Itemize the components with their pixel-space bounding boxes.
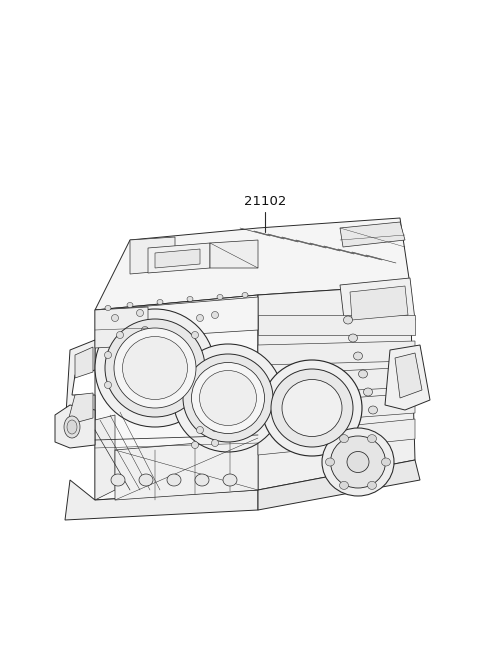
Ellipse shape — [282, 380, 342, 436]
Ellipse shape — [139, 474, 153, 486]
Ellipse shape — [183, 354, 273, 442]
Polygon shape — [155, 249, 200, 268]
Polygon shape — [55, 405, 95, 448]
Ellipse shape — [212, 440, 218, 447]
Polygon shape — [100, 297, 258, 340]
Ellipse shape — [111, 314, 119, 321]
Ellipse shape — [105, 382, 111, 388]
Ellipse shape — [105, 352, 111, 358]
Ellipse shape — [167, 474, 181, 486]
Ellipse shape — [173, 344, 283, 452]
Ellipse shape — [127, 302, 133, 308]
Polygon shape — [395, 353, 422, 398]
Ellipse shape — [105, 306, 111, 310]
Ellipse shape — [157, 300, 163, 304]
Ellipse shape — [359, 370, 368, 378]
Polygon shape — [95, 307, 148, 348]
Ellipse shape — [196, 426, 204, 434]
Ellipse shape — [242, 293, 248, 298]
Ellipse shape — [339, 435, 348, 443]
Polygon shape — [95, 295, 258, 500]
Polygon shape — [350, 286, 408, 320]
Polygon shape — [258, 341, 415, 365]
Polygon shape — [130, 237, 175, 274]
Ellipse shape — [368, 482, 376, 489]
Ellipse shape — [212, 312, 218, 319]
Ellipse shape — [95, 309, 215, 427]
Ellipse shape — [347, 451, 369, 472]
Ellipse shape — [187, 297, 193, 302]
Text: 21102: 21102 — [244, 195, 286, 208]
Ellipse shape — [363, 388, 372, 396]
Ellipse shape — [382, 458, 391, 466]
Ellipse shape — [67, 420, 77, 434]
Ellipse shape — [192, 331, 199, 338]
Polygon shape — [258, 315, 415, 335]
Ellipse shape — [322, 428, 394, 496]
Ellipse shape — [192, 441, 199, 449]
Ellipse shape — [64, 416, 80, 438]
Polygon shape — [210, 240, 258, 268]
Ellipse shape — [271, 369, 353, 447]
Ellipse shape — [122, 337, 188, 400]
Ellipse shape — [111, 474, 125, 486]
Ellipse shape — [196, 314, 204, 321]
Ellipse shape — [325, 458, 335, 466]
Polygon shape — [115, 438, 258, 500]
Ellipse shape — [339, 482, 348, 489]
Polygon shape — [148, 243, 210, 273]
Polygon shape — [67, 393, 93, 425]
Ellipse shape — [353, 352, 362, 360]
Ellipse shape — [369, 406, 377, 414]
Ellipse shape — [368, 435, 376, 443]
Ellipse shape — [136, 310, 144, 316]
Polygon shape — [258, 419, 415, 455]
Ellipse shape — [331, 436, 385, 488]
Ellipse shape — [344, 316, 352, 324]
Polygon shape — [385, 345, 430, 410]
Ellipse shape — [200, 371, 256, 426]
Ellipse shape — [348, 334, 358, 342]
Polygon shape — [95, 218, 410, 310]
Polygon shape — [95, 415, 115, 500]
Ellipse shape — [262, 360, 362, 456]
Ellipse shape — [223, 474, 237, 486]
Ellipse shape — [142, 327, 148, 333]
Polygon shape — [258, 460, 420, 510]
Polygon shape — [75, 347, 93, 378]
Polygon shape — [340, 222, 405, 247]
Polygon shape — [65, 480, 258, 520]
Polygon shape — [258, 393, 415, 425]
Polygon shape — [258, 285, 415, 490]
Ellipse shape — [105, 319, 205, 417]
Ellipse shape — [195, 474, 209, 486]
Ellipse shape — [192, 363, 264, 434]
Polygon shape — [340, 278, 415, 328]
Polygon shape — [258, 367, 415, 395]
Ellipse shape — [217, 295, 223, 300]
Ellipse shape — [114, 328, 196, 408]
Ellipse shape — [117, 331, 123, 338]
Polygon shape — [65, 340, 95, 430]
Ellipse shape — [212, 424, 218, 432]
